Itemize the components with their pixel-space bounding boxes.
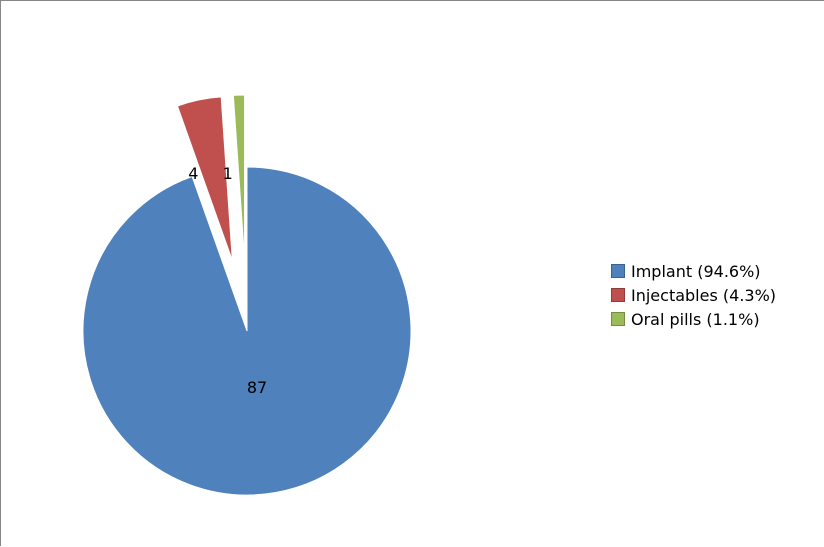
pie-slice-injectables [176,96,233,261]
data-label-oral-pills: 1 [223,164,233,183]
legend-item: Implant (94.6%) [611,259,821,283]
pie-slice-oral-pills [232,94,246,260]
legend-label-oral-pills: Oral pills (1.1%) [631,309,760,329]
legend: Implant (94.6%) Injectables (4.3%) Oral … [611,259,821,331]
legend-label-injectables: Injectables (4.3%) [631,285,777,305]
data-label-implant: 87 [247,378,267,397]
legend-swatch-oral-pills [611,312,625,326]
legend-swatch-injectables [611,288,625,302]
legend-item: Oral pills (1.1%) [611,307,821,331]
legend-label-implant: Implant (94.6%) [631,261,761,281]
data-label-injectables: 4 [188,164,198,183]
pie-slice-implant [82,166,412,496]
legend-swatch-implant [611,264,625,278]
legend-item: Injectables (4.3%) [611,283,821,307]
